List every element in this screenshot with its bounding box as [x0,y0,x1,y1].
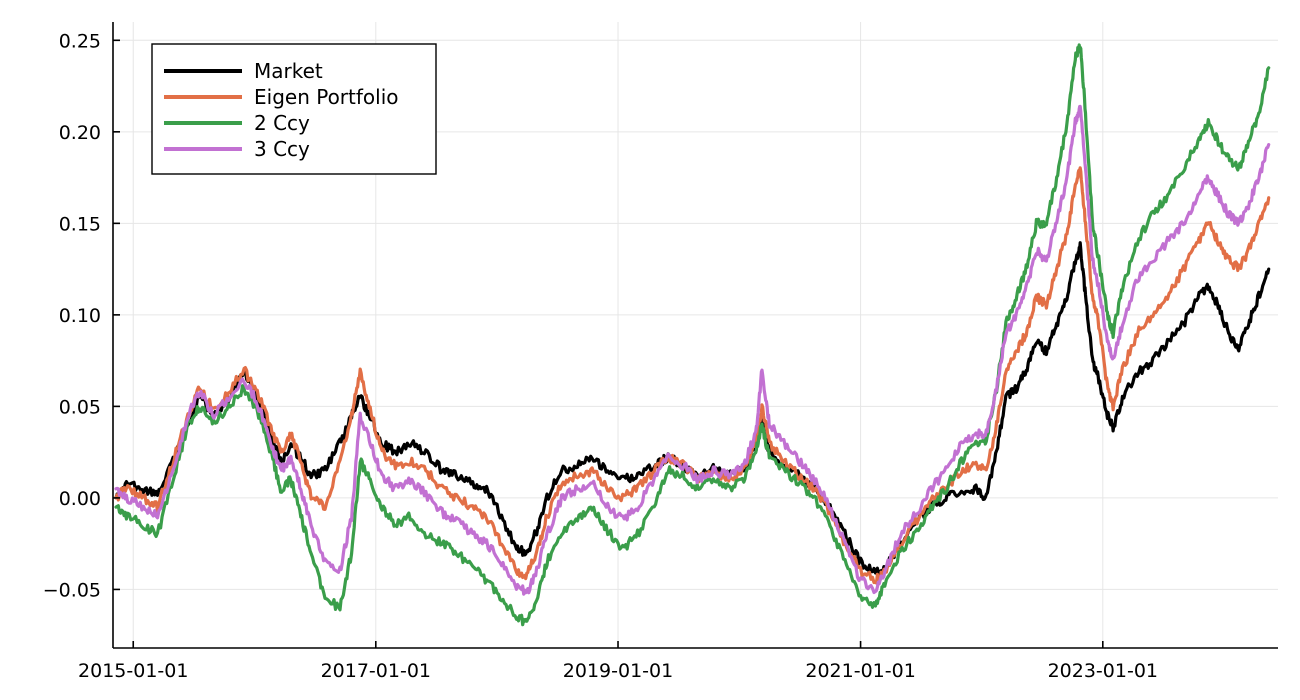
legend-box [151,43,437,175]
y-tick-label: 0.10 [59,305,101,327]
legend-label: Eigen Portfolio [254,85,399,109]
y-tick-label: 0.25 [59,30,101,52]
y-tick-label: 0.05 [59,396,101,418]
x-tick-label: 2017-01-01 [321,660,431,682]
y-tick-label: 0.15 [59,213,101,235]
series-lines [114,43,1271,627]
y-tick-label: 0.20 [59,122,101,144]
series-line-2-ccy [114,43,1271,627]
y-tick-label: −0.05 [43,579,101,601]
legend-label: Market [254,59,323,83]
legend-label: 2 Ccy [254,111,310,135]
series-line-3-ccy [114,104,1271,596]
series-line-market [114,241,1271,576]
axes: 2015-01-01 2017-01-01 2019-01-01 2021-01-01… [43,22,1278,682]
x-tick-label: 2019-01-01 [563,660,673,682]
series-line-eigen-portfolio [114,166,1271,585]
legend-label: 3 Ccy [254,137,310,161]
x-tick-label: 2021-01-01 [805,660,915,682]
x-tick-label: 2015-01-01 [78,660,188,682]
y-tick-label: 0.00 [59,488,101,510]
x-tick-label: 2023-01-01 [1048,660,1158,682]
